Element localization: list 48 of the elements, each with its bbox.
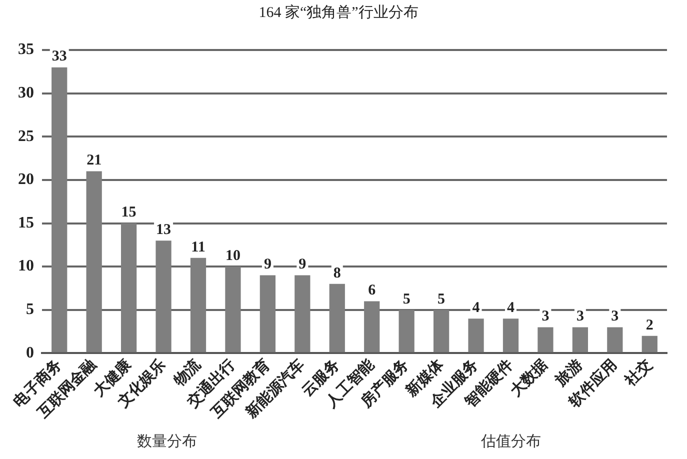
text: 估值分布: [480, 432, 541, 450]
data-label: 5: [438, 291, 446, 308]
y-tick-label: 20: [18, 171, 34, 188]
data-label: 9: [298, 256, 306, 273]
text: 数量分布: [137, 432, 197, 450]
data-label: 2: [646, 317, 654, 334]
y-tick-label: 30: [18, 84, 34, 102]
y-tick-label: 10: [18, 258, 34, 275]
data-label: 15: [121, 204, 136, 221]
bar: [120, 223, 137, 352]
bar: [86, 171, 102, 352]
y-tick-label: 5: [26, 301, 34, 318]
data-label: 33: [52, 48, 67, 65]
bar: [468, 318, 484, 352]
data-label: 4: [472, 300, 480, 316]
bar: [294, 275, 310, 352]
bar: [538, 327, 554, 352]
data-label: 5: [402, 291, 410, 308]
bar: [642, 336, 658, 352]
bar: [260, 275, 276, 352]
y-tick-label: 15: [18, 214, 34, 232]
data-label: 9: [264, 256, 272, 273]
bar: [190, 258, 206, 352]
bar: [572, 327, 588, 352]
data-label: 3: [611, 308, 619, 325]
y-tick-label: 35: [18, 41, 34, 58]
data-label: 6: [368, 282, 376, 299]
data-label: 8: [333, 265, 341, 282]
bar: [156, 240, 172, 352]
bar: [502, 318, 519, 352]
chart-title: 164 家“独角兽”行业分布: [258, 4, 418, 21]
y-tick-label: 0: [26, 344, 34, 362]
data-label: 3: [576, 308, 584, 325]
data-label: 10: [225, 248, 240, 264]
bar: [433, 310, 450, 352]
bar: [225, 266, 241, 352]
bar: [364, 301, 380, 352]
bar: [329, 284, 345, 352]
y-tick-label: 25: [18, 128, 34, 145]
data-label: 13: [156, 222, 172, 238]
bar: [52, 67, 68, 352]
data-label: 4: [507, 300, 515, 316]
bar: [398, 310, 414, 352]
data-label: 11: [191, 239, 206, 256]
data-label: 21: [86, 152, 102, 169]
data-label: 3: [542, 308, 550, 325]
bar: [607, 327, 623, 352]
x-tick-label: 社交: [620, 355, 656, 390]
